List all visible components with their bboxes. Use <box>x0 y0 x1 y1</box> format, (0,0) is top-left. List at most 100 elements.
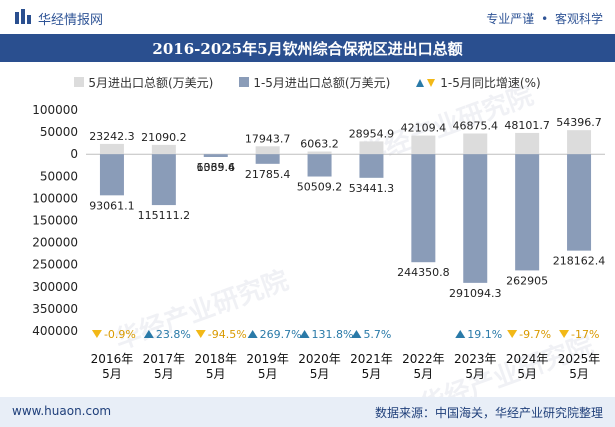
footer-source: 数据来源：中国海关，华经产业研究院整理 <box>374 406 603 420</box>
x-tick-label: 2020年 5月 <box>298 352 341 381</box>
y-tick-label: 250000 <box>32 258 78 272</box>
brand-name: 华经情报网 <box>38 13 104 28</box>
data-label-may: 6063.2 <box>300 138 339 151</box>
bar-may <box>359 141 384 155</box>
legend-label-growth: 1-5月同比增速(%) <box>440 75 541 90</box>
legend: 5月进出口总额(万美元) 1-5月进出口总额(万美元) 1-5月同比增速(%) <box>0 73 615 91</box>
data-label-may: 46875.4 <box>453 119 499 132</box>
bar-may <box>307 151 332 155</box>
title-bar: 2016-2025年5月钦州综合保税区进出口总额 <box>0 34 615 62</box>
data-label-ytd: 218162.4 <box>553 255 606 268</box>
data-label-ytd: 93061.1 <box>89 199 135 212</box>
y-tick-label: 200000 <box>32 236 78 250</box>
legend-swatch-may <box>74 77 85 87</box>
bar-ytd <box>99 154 124 196</box>
legend-label-may: 5月进出口总额(万美元) <box>88 75 214 90</box>
legend-item-growth: 1-5月同比增速(%) <box>416 73 541 91</box>
growth-label: 23.8% <box>156 328 191 341</box>
growth-down-icon <box>507 330 518 338</box>
bar-ytd <box>515 154 540 271</box>
x-tick-label: 2019年 5月 <box>246 352 289 381</box>
logo-icon <box>15 9 31 24</box>
tagline-left: 专业严谨 <box>486 12 535 26</box>
legend-swatch-ytd <box>239 77 250 87</box>
footer: www.huaon.com 数据来源：中国海关，华经产业研究院整理 <box>0 397 615 427</box>
separator-dot-icon: • <box>541 12 549 26</box>
x-tick-label: 2024年 5月 <box>506 352 549 381</box>
bar-ytd <box>567 154 592 251</box>
data-label-ytd: 291094.3 <box>449 287 502 300</box>
x-tick-label: 2018年 5月 <box>194 352 237 381</box>
legend-triangle-icon <box>416 79 436 87</box>
growth-up-icon <box>455 330 466 338</box>
growth-label: -94.5% <box>208 328 247 341</box>
bar-ytd <box>151 154 176 206</box>
growth-down-icon <box>195 330 206 338</box>
growth-label: -17% <box>571 328 599 341</box>
bar-may <box>411 135 436 155</box>
growth-up-icon <box>143 330 154 338</box>
data-label-may: 1069.4 <box>197 161 236 174</box>
data-label-ytd: 53441.3 <box>349 182 395 195</box>
data-label-ytd: 115111.2 <box>138 209 191 222</box>
x-tick-label: 2022年 5月 <box>402 352 445 381</box>
y-tick-label: 50000 <box>40 169 78 183</box>
y-tick-label: 50000 <box>40 125 78 139</box>
header-bar: 华经情报网 专业严谨 • 客观科学 <box>0 0 615 34</box>
bar-may <box>463 133 488 155</box>
y-tick-label: 100000 <box>32 103 78 117</box>
bar-may <box>99 143 124 155</box>
growth-down-icon <box>559 330 570 338</box>
growth-label: 5.7% <box>363 328 391 341</box>
growth-up-icon <box>299 330 310 338</box>
bar-may <box>151 144 176 155</box>
data-label-ytd: 262905 <box>506 274 548 287</box>
data-label-may: 21090.2 <box>141 131 187 144</box>
legend-item-may: 5月进出口总额(万美元) <box>74 73 213 91</box>
data-label-may: 54396.7 <box>556 116 602 129</box>
data-label-ytd: 21785.4 <box>245 168 291 181</box>
y-tick-label: 400000 <box>32 324 78 338</box>
growth-down-icon <box>91 330 102 338</box>
x-tick-label: 2021年 5月 <box>350 352 393 381</box>
bar-ytd <box>203 154 228 158</box>
y-tick-label: 150000 <box>32 214 78 228</box>
growth-up-icon <box>351 330 362 338</box>
data-label-may: 28954.9 <box>349 127 395 140</box>
footer-site: www.huaon.com <box>12 404 112 418</box>
growth-label: 269.7% <box>260 328 302 341</box>
bar-ytd <box>411 154 436 263</box>
x-tick-label: 2016年 5月 <box>91 352 134 381</box>
bar-ytd <box>359 154 384 178</box>
growth-label: 131.8% <box>312 328 354 341</box>
data-label-ytd: 50509.2 <box>297 181 343 194</box>
data-label-may: 48101.7 <box>504 119 550 132</box>
x-tick-label: 2017年 5月 <box>143 352 186 381</box>
tagline-right: 客观科学 <box>554 12 603 26</box>
data-label-ytd: 244350.8 <box>397 266 450 279</box>
y-tick-label: 100000 <box>32 191 78 205</box>
y-tick-label: 350000 <box>32 302 78 316</box>
data-label-may: 42109.4 <box>401 122 447 135</box>
data-label-may: 23242.3 <box>89 130 135 143</box>
chart-title: 2016-2025年5月钦州综合保税区进出口总额 <box>152 39 463 58</box>
legend-item-ytd: 1-5月进出口总额(万美元) <box>239 73 390 91</box>
data-label-ytd: 6335.6 <box>197 161 236 174</box>
growth-up-icon <box>247 330 258 338</box>
x-tick-label: 2025年 5月 <box>558 352 601 381</box>
bar-may <box>515 132 540 155</box>
x-tick-label: 2023年 5月 <box>454 352 497 381</box>
legend-label-ytd: 1-5月进出口总额(万美元) <box>253 75 391 90</box>
bar-ytd <box>255 154 280 164</box>
tagline: 专业严谨 • 客观科学 <box>486 10 603 27</box>
y-tick-label: 0 <box>70 147 78 161</box>
bar-may <box>567 130 592 155</box>
growth-label: -0.9% <box>104 328 136 341</box>
bar-ytd <box>307 154 332 177</box>
growth-label: -9.7% <box>519 328 551 341</box>
data-label-may: 17943.7 <box>245 132 291 145</box>
y-tick-label: 300000 <box>32 280 78 294</box>
bar-may <box>255 146 280 155</box>
